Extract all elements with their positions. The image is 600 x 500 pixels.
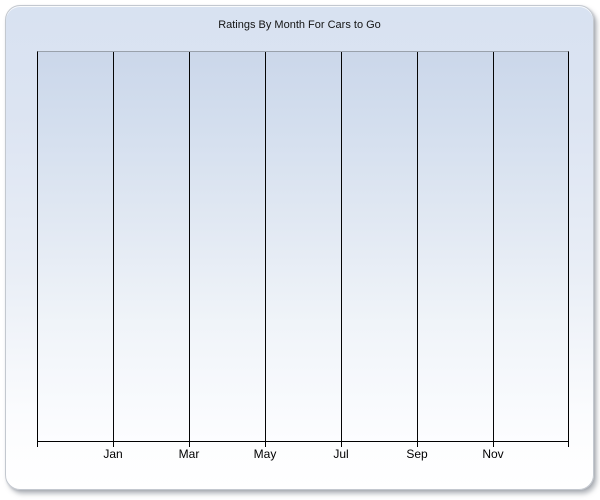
x-tick-label: Sep: [406, 447, 428, 461]
chart-title: Ratings By Month For Cars to Go: [218, 19, 381, 31]
vertical-gridline: [493, 52, 494, 441]
x-axis-tick: [189, 442, 190, 447]
vertical-gridline: [341, 52, 342, 441]
x-tick-label: Jul: [333, 447, 349, 461]
x-axis-tick: [493, 442, 494, 447]
x-axis-tick: [341, 442, 342, 447]
vertical-gridline: [265, 52, 266, 441]
x-tick-label: Mar: [178, 447, 200, 461]
x-axis-tick: [568, 442, 569, 447]
plot-area: [37, 51, 569, 442]
x-axis-tick: [265, 442, 266, 447]
vertical-gridline: [189, 52, 190, 441]
x-axis-tick: [37, 442, 38, 447]
x-tick-label: Nov: [482, 447, 504, 461]
vertical-gridline: [417, 52, 418, 441]
vertical-gridline: [113, 52, 114, 441]
x-tick-label: May: [253, 447, 277, 461]
chart-panel: Ratings By Month For Cars to Go Jan Mar …: [5, 5, 594, 490]
x-axis-tick: [113, 442, 114, 447]
x-tick-label: Jan: [103, 447, 123, 461]
x-axis-tick: [417, 442, 418, 447]
